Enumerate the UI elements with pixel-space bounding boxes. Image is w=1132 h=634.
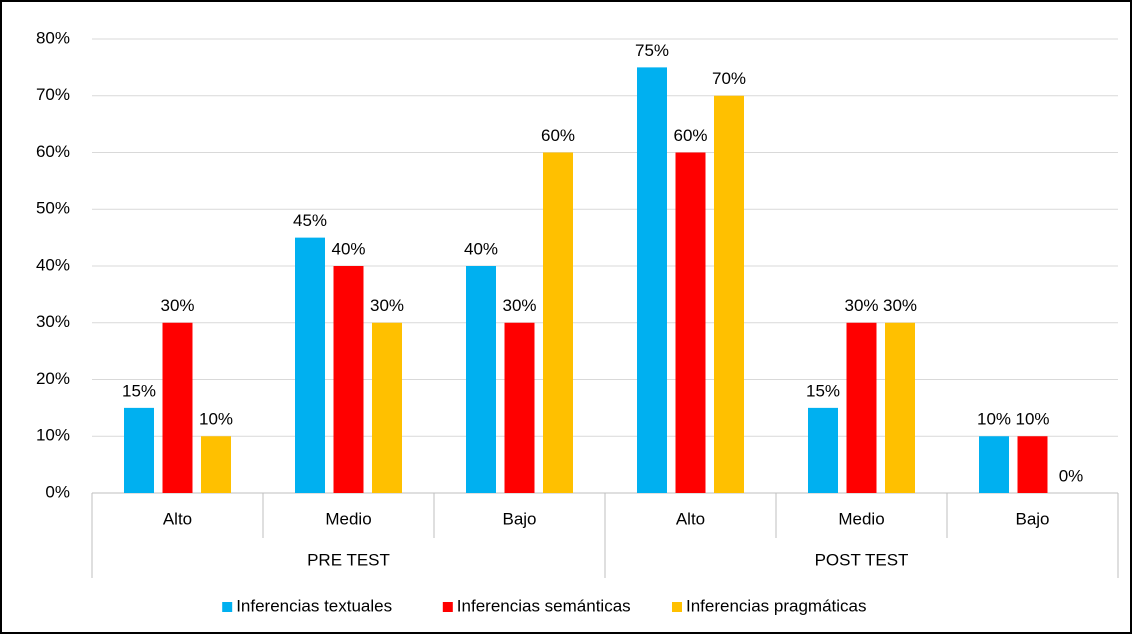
legend-swatch [222,602,233,612]
legend-swatch [672,602,682,612]
bar [466,266,496,493]
value-label: 60% [673,126,707,145]
bar [885,322,915,493]
legend-label: Inferencias semánticas [457,596,631,615]
value-label: 30% [883,296,917,315]
y-tick-label: 40% [36,255,70,274]
value-label: 10% [1015,410,1049,429]
bar [1017,436,1048,493]
y-tick-label: 70% [36,85,70,104]
bar [543,152,573,493]
value-label: 10% [977,410,1011,429]
bar [201,436,231,493]
bar [295,237,325,493]
bar [846,322,877,493]
value-label: 40% [464,239,498,258]
value-label: 30% [844,296,878,315]
bar [124,407,154,493]
legend-label: Inferencias pragmáticas [686,596,866,615]
bar [333,266,364,493]
y-tick-label: 0% [45,482,70,501]
x-tick-label: Medio [838,509,884,528]
x-tick-label: Alto [676,509,705,528]
bar [675,152,706,493]
legend-swatch [442,602,453,612]
y-tick-label: 60% [36,142,70,161]
x-tick-label: Alto [163,509,192,528]
value-label: 40% [331,239,365,258]
value-label: 10% [199,410,233,429]
value-label: 70% [712,69,746,88]
y-tick-label: 80% [36,28,70,47]
x-tick-label: Bajo [1015,509,1049,528]
value-label: 75% [635,41,669,60]
value-label: 15% [806,381,840,400]
value-label: 0% [1059,466,1084,485]
value-label: 15% [122,381,156,400]
value-label: 60% [541,126,575,145]
group-label: POST TEST [815,550,909,569]
bar [979,436,1009,493]
bar [162,322,193,493]
bar [504,322,535,493]
bar [637,67,667,493]
y-tick-label: 10% [36,426,70,445]
value-label: 45% [293,211,327,230]
y-tick-label: 20% [36,369,70,388]
x-tick-label: Medio [325,509,371,528]
value-label: 30% [502,296,536,315]
legend-label: Inferencias textuales [236,596,392,615]
bar [372,322,402,493]
bar [808,407,838,493]
value-label: 30% [370,296,404,315]
value-label: 30% [160,296,194,315]
y-tick-label: 30% [36,312,70,331]
group-label: PRE TEST [307,550,390,569]
x-tick-label: Bajo [502,509,536,528]
y-tick-label: 50% [36,199,70,218]
bar [714,95,744,493]
